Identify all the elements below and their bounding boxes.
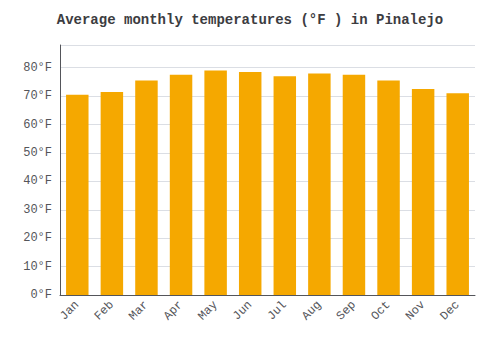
svg-text:80°F: 80°F <box>23 61 52 75</box>
svg-text:Jul: Jul <box>265 298 290 323</box>
svg-text:Aug: Aug <box>299 298 324 323</box>
svg-text:Nov: Nov <box>403 298 428 323</box>
svg-text:Mar: Mar <box>126 298 151 323</box>
svg-text:May: May <box>195 298 220 323</box>
svg-text:Feb: Feb <box>92 298 117 323</box>
svg-text:Jun: Jun <box>230 298 255 323</box>
svg-text:Oct: Oct <box>368 298 393 323</box>
svg-text:20°F: 20°F <box>23 231 52 245</box>
svg-text:Average monthly temperatures (: Average monthly temperatures (°F ) in Pi… <box>57 12 443 28</box>
svg-text:Dec: Dec <box>438 298 463 323</box>
svg-text:Sep: Sep <box>334 298 359 323</box>
svg-text:0°F: 0°F <box>30 288 52 302</box>
svg-text:10°F: 10°F <box>23 260 52 274</box>
svg-text:70°F: 70°F <box>23 89 52 103</box>
svg-text:30°F: 30°F <box>23 203 52 217</box>
svg-text:60°F: 60°F <box>23 118 52 132</box>
svg-text:50°F: 50°F <box>23 146 52 160</box>
svg-text:Jan: Jan <box>57 298 82 323</box>
svg-text:Apr: Apr <box>161 298 186 323</box>
svg-text:40°F: 40°F <box>23 174 52 188</box>
